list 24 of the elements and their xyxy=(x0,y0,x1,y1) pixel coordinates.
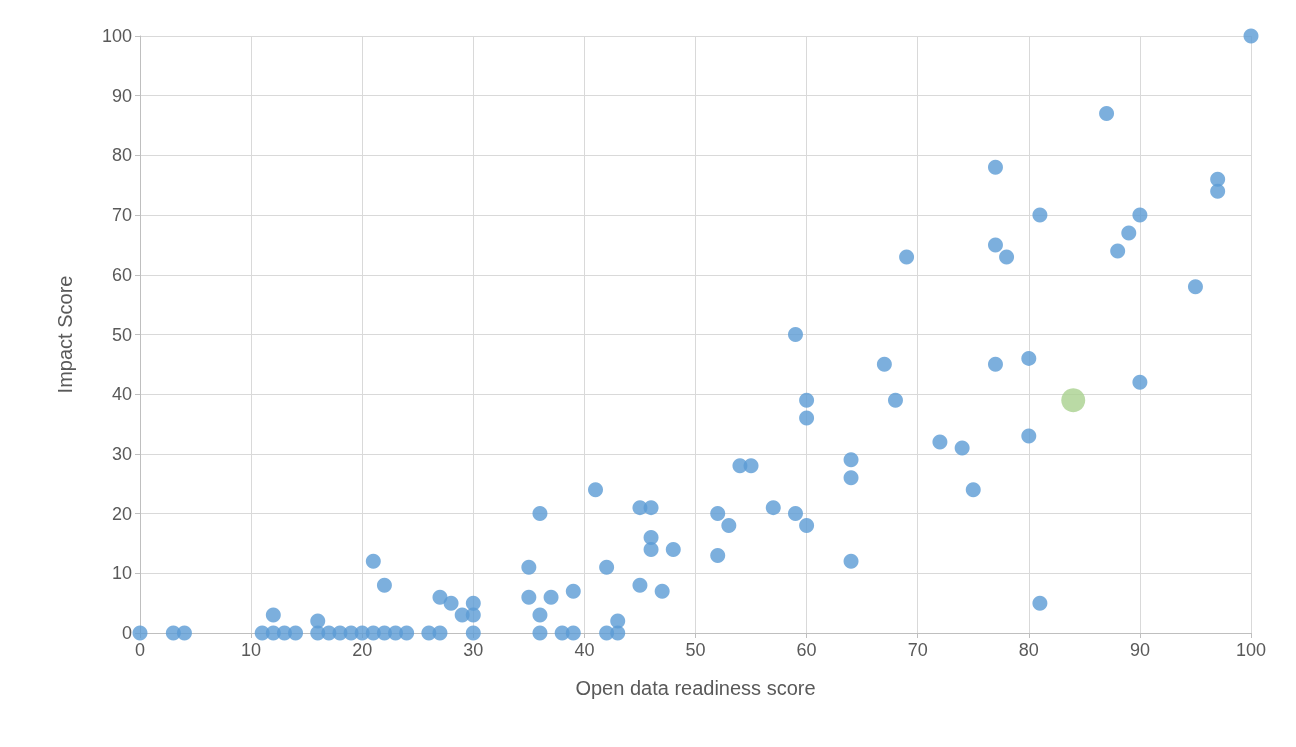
x-tick-label: 100 xyxy=(1235,640,1267,660)
y-tick-label: 70 xyxy=(111,205,132,226)
y-tick-label: 50 xyxy=(111,324,132,345)
x-tick-label: 50 xyxy=(685,640,706,660)
x-tick-label: 10 xyxy=(241,640,262,660)
x-tick-label: 60 xyxy=(796,640,817,660)
y-tick-label: 40 xyxy=(111,384,132,405)
y-axis-title: Impact Score xyxy=(54,275,76,394)
x-tick-label: 0 xyxy=(134,640,146,660)
y-tick-label: 100 xyxy=(101,26,132,46)
y-tick-label: 30 xyxy=(111,443,132,464)
x-tick-label: 30 xyxy=(463,640,484,660)
y-tick-label: 90 xyxy=(111,85,132,106)
y-tick-label: 10 xyxy=(111,563,132,584)
x-tick-label: 90 xyxy=(1129,640,1150,660)
x-tick-label: 70 xyxy=(907,640,928,660)
y-tick-label: 0 xyxy=(121,623,132,643)
y-tick-label: 60 xyxy=(111,264,132,285)
y-tick-label: 80 xyxy=(111,145,132,166)
x-tick-label: 80 xyxy=(1018,640,1039,660)
x-tick-label: 20 xyxy=(352,640,373,660)
x-tick-label: 40 xyxy=(574,640,595,660)
x-axis-title: Open data readiness score xyxy=(575,677,816,699)
y-tick-label: 20 xyxy=(111,503,132,524)
